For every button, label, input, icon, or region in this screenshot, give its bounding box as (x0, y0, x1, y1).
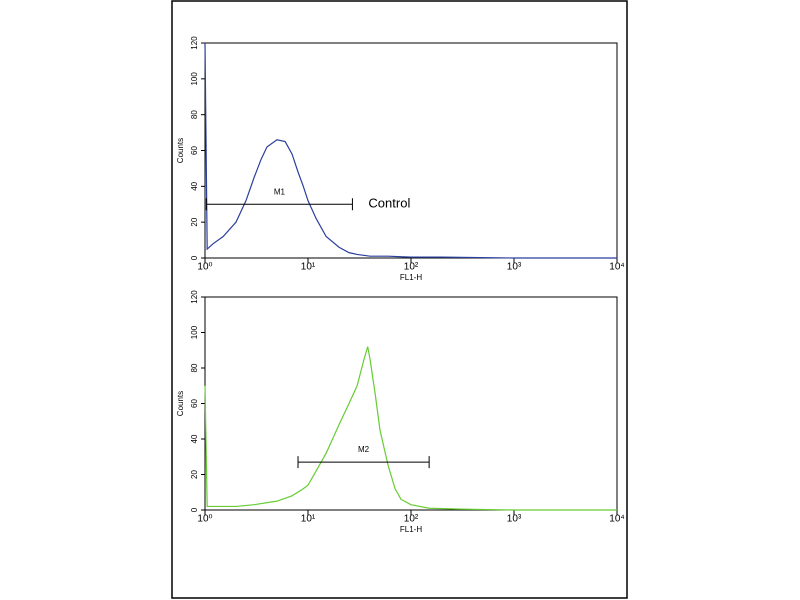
y-tick-label: 100 (190, 325, 199, 339)
y-tick-label: 40 (190, 434, 199, 443)
gate-marker (205, 198, 353, 211)
x-tick-label: 10⁴ (609, 514, 624, 525)
histogram-line (204, 346, 617, 511)
x-tick-label: 10² (404, 514, 419, 525)
x-tick-label: 10³ (507, 514, 522, 525)
gate-label: M1 (274, 187, 286, 196)
y-tick-label: 80 (190, 363, 199, 372)
y-tick-label: 100 (190, 72, 199, 86)
x-tick-label: 10⁰ (197, 514, 212, 525)
x-tick-label: 10¹ (301, 514, 316, 525)
y-tick-label: 60 (190, 399, 199, 408)
y-axis-label: Counts (176, 138, 185, 163)
frame (171, 0, 628, 599)
gate-marker (297, 456, 430, 469)
x-axis-label: FL1-H (400, 273, 422, 282)
x-tick-label: 10⁴ (609, 262, 624, 273)
y-tick-label: 20 (190, 470, 199, 479)
annotation: Control (368, 196, 410, 211)
x-tick-label: 10¹ (301, 262, 316, 273)
plot-area (204, 42, 618, 259)
x-tick-label: 10⁰ (197, 262, 212, 273)
y-tick-label: 20 (190, 217, 199, 226)
y-tick-label: 40 (190, 181, 199, 190)
plot-area (204, 296, 618, 511)
x-axis-label: FL1-H (400, 525, 422, 534)
y-tick-label: 0 (190, 507, 199, 512)
x-tick-label: 10² (404, 262, 419, 273)
y-axis-label: Counts (176, 391, 185, 416)
gate-label: M2 (358, 445, 370, 454)
y-tick-label: 0 (190, 255, 199, 260)
y-tick-label: 120 (190, 36, 199, 50)
y-tick-label: 60 (190, 146, 199, 155)
y-tick-label: 80 (190, 110, 199, 119)
histogram-line (204, 42, 617, 259)
y-tick-label: 120 (190, 290, 199, 304)
x-tick-label: 10³ (507, 262, 522, 273)
